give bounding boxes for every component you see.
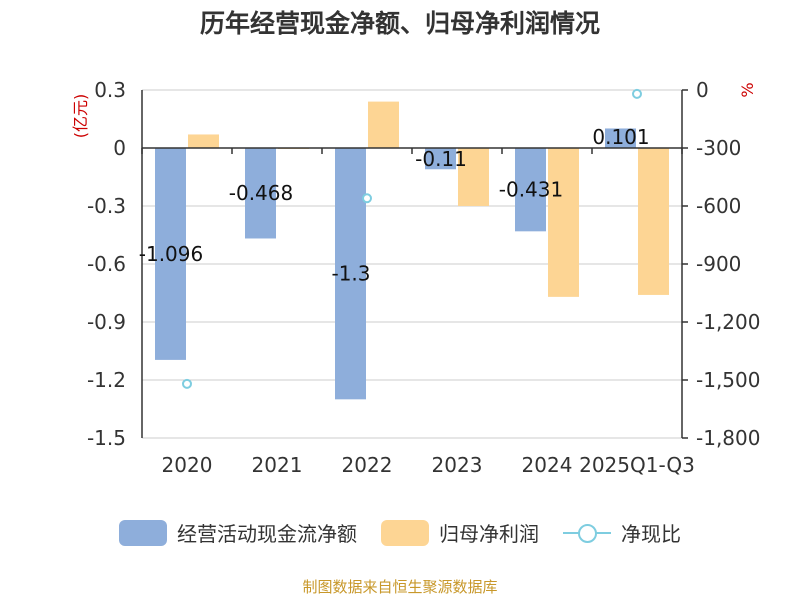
legend-label-netprofit: 归母净利润 (439, 522, 539, 546)
source-note: 制图数据来自恒生聚源数据库 (302, 578, 498, 596)
bar-cashflow (335, 148, 366, 400)
point-ratio (362, 193, 372, 204)
y-tick-left: -1.2 (87, 368, 126, 392)
y-axis-title-right: % (738, 82, 757, 97)
chart-plot: 0.3 0 0 -300 -0.3 -600 -0.6 -900 -0.9 -1,200 -1.2 -… (71, 78, 760, 477)
legend: 经营活动现金流净额 归母净利润 净现比 (0, 518, 800, 547)
y-tick-right: -1,500 (696, 368, 760, 392)
bar-netprofit (638, 148, 669, 295)
bar-netprofit (368, 101, 399, 148)
y-tick-left: -0.9 (87, 310, 126, 334)
legend-label-cashflow: 经营活动现金流净额 (177, 522, 357, 546)
point-ratio (632, 88, 642, 99)
y-tick-right: -900 (696, 252, 741, 276)
y-tick-right: -1,200 (696, 310, 760, 334)
x-tick-label: 2022 (342, 453, 393, 477)
legend-item-cashflow[interactable]: 经营活动现金流净额 (119, 518, 357, 547)
data-label-cashflow: -0.11 (415, 147, 467, 171)
legend-swatch-netprofit (381, 519, 429, 546)
chart-title: 历年经营现金净额、归母净利润情况 (199, 9, 600, 38)
bar-cashflow (245, 148, 276, 239)
data-label-cashflow: -0.468 (229, 181, 293, 205)
legend-swatch-cashflow (119, 519, 167, 546)
legend-item-ratio[interactable]: 净现比 (563, 518, 681, 547)
y-tick-right: 0 (696, 78, 709, 102)
x-tick-label: 2023 (432, 453, 483, 477)
legend-item-netprofit[interactable]: 归母净利润 (381, 518, 539, 547)
legend-label-ratio: 净现比 (621, 522, 681, 546)
bar-cashflow (605, 128, 636, 148)
bar-netprofit (458, 148, 489, 206)
bar-netprofit (188, 134, 219, 148)
data-label-cashflow: -1.3 (331, 262, 370, 286)
y-tick-right: -300 (696, 136, 741, 160)
bar-cashflow (425, 148, 456, 170)
bar-netprofit (548, 148, 579, 297)
y-tick-right: -600 (696, 194, 741, 218)
x-tick-label: 2025Q1-Q3 (579, 453, 695, 477)
y-tick-left: -0.6 (87, 252, 126, 276)
y-tick-left: 0.3 (94, 78, 126, 102)
bar-cashflow (155, 148, 186, 360)
data-label-cashflow: -1.096 (139, 242, 203, 266)
x-tick-label: 2024 (522, 453, 573, 477)
y-tick-left: 0 (113, 136, 126, 160)
data-label-cashflow: 0.101 (592, 125, 649, 149)
y-tick-left: -0.3 (87, 194, 126, 218)
x-tick-label: 2020 (162, 453, 213, 477)
y-tick-left: -1.5 (87, 426, 126, 450)
x-tick-label: 2021 (252, 453, 303, 477)
data-label-cashflow: -0.431 (499, 178, 563, 202)
y-tick-right: -1,800 (696, 426, 760, 450)
legend-swatch-ratio (563, 520, 611, 546)
y-axis-title-left: (亿元) (71, 94, 90, 139)
point-ratio (182, 378, 192, 389)
bar-cashflow (515, 148, 546, 232)
